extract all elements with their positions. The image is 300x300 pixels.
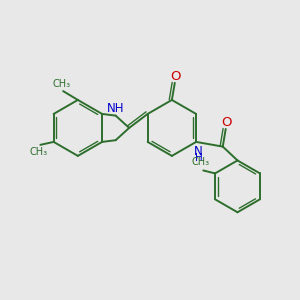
- Text: NH: NH: [107, 102, 124, 115]
- Text: CH₃: CH₃: [30, 147, 48, 157]
- Text: CH₃: CH₃: [52, 79, 71, 89]
- Text: O: O: [170, 70, 181, 83]
- Text: N: N: [194, 145, 203, 158]
- Text: CH₃: CH₃: [192, 157, 210, 167]
- Text: H: H: [195, 153, 202, 163]
- Text: O: O: [221, 116, 232, 129]
